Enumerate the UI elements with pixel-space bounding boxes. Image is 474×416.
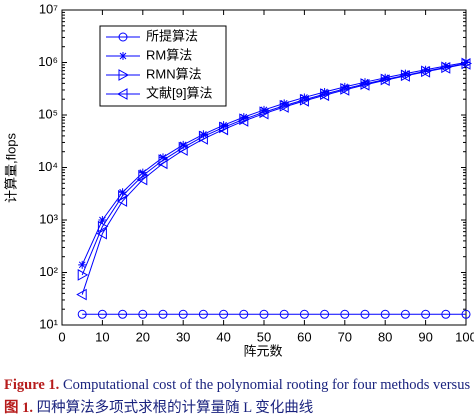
y-tick-label: 10⁵ <box>38 106 58 121</box>
marker <box>118 188 127 197</box>
marker <box>118 32 128 42</box>
marker <box>119 52 127 60</box>
x-tick-label: 100 <box>455 329 474 344</box>
y-axis-label: 计算量,flops <box>3 132 18 203</box>
marker <box>78 260 87 269</box>
marker <box>77 309 87 319</box>
marker <box>257 107 269 120</box>
marker <box>421 309 431 319</box>
x-tick-label: 60 <box>297 329 311 344</box>
y-tick-label: 10² <box>39 264 58 279</box>
y-tick-label: 10⁶ <box>38 54 58 69</box>
x-tick-label: 20 <box>136 329 150 344</box>
x-tick-label: 40 <box>216 329 230 344</box>
marker <box>76 288 87 301</box>
legend-label: 所提算法 <box>146 28 198 43</box>
marker <box>138 169 149 182</box>
marker <box>278 101 289 113</box>
x-tick-label: 50 <box>257 329 271 344</box>
marker <box>136 173 148 186</box>
caption-zh: 图 1. 四种算法多项式求根的计算量随 L 变化曲线 <box>4 396 313 416</box>
marker <box>400 309 410 319</box>
x-tick-label: 80 <box>378 329 392 344</box>
marker <box>219 121 230 134</box>
marker <box>177 144 188 156</box>
series-line <box>81 62 467 276</box>
marker <box>318 89 330 102</box>
marker <box>259 106 271 119</box>
marker <box>259 309 269 319</box>
marker <box>239 113 248 122</box>
marker <box>118 69 130 81</box>
marker <box>461 309 471 319</box>
marker <box>97 220 109 233</box>
marker <box>138 309 148 319</box>
legend-label: RMN算法 <box>146 66 202 81</box>
marker <box>320 309 330 319</box>
caption-label: Figure 1. <box>4 377 60 393</box>
marker <box>399 70 410 82</box>
marker <box>441 309 451 319</box>
x-tick-label: 10 <box>95 329 109 344</box>
marker <box>158 309 168 319</box>
marker <box>279 309 289 319</box>
marker <box>421 65 430 74</box>
marker <box>198 309 208 319</box>
series-line <box>81 62 467 266</box>
marker <box>217 123 229 136</box>
marker <box>98 216 107 224</box>
marker <box>197 133 208 145</box>
marker <box>77 269 89 281</box>
marker <box>419 65 431 78</box>
marker <box>360 309 370 319</box>
marker <box>279 99 291 112</box>
marker <box>298 95 309 107</box>
marker <box>462 58 470 67</box>
caption-text: 四种算法多项式求根的计算量随 L 变化曲线 <box>36 400 314 416</box>
x-tick-label: 70 <box>338 329 352 344</box>
marker <box>97 309 107 319</box>
marker <box>116 88 128 100</box>
caption-text: Computational cost of the polynomial roo… <box>62 377 474 393</box>
legend-label: 文献[9]算法 <box>146 85 212 100</box>
marker <box>299 309 309 319</box>
marker <box>358 79 370 91</box>
y-tick-label: 10⁷ <box>39 1 58 16</box>
x-tick-label: 90 <box>418 329 432 344</box>
x-tick-label: 30 <box>176 329 190 344</box>
marker <box>156 157 168 170</box>
marker <box>178 309 188 319</box>
marker <box>459 58 471 70</box>
chart: 阵元数 计算量,flops 0 10 20 30 40 50 60 70 80 90 100 10¹ 1… <box>3 1 474 358</box>
marker <box>441 62 450 71</box>
y-tick-label: 10³ <box>39 211 58 226</box>
marker <box>96 227 107 240</box>
marker <box>379 74 390 87</box>
x-axis-label: 阵元数 <box>243 343 282 358</box>
marker <box>118 309 128 319</box>
caption-en: Figure 1. Computational cost of the poly… <box>4 377 474 394</box>
y-tick-label: 10⁴ <box>38 159 58 174</box>
marker <box>239 309 249 319</box>
y-tick-label: 10¹ <box>39 316 58 331</box>
marker <box>239 113 250 126</box>
x-tick-label: 0 <box>58 329 65 344</box>
marker <box>237 115 249 127</box>
marker <box>219 309 229 319</box>
marker <box>380 309 390 319</box>
marker <box>199 130 208 139</box>
marker <box>338 84 350 96</box>
marker <box>116 195 128 207</box>
marker <box>340 309 350 319</box>
caption-label: 图 1. <box>4 400 33 416</box>
legend-label: RM算法 <box>146 47 192 62</box>
marker <box>439 62 451 74</box>
